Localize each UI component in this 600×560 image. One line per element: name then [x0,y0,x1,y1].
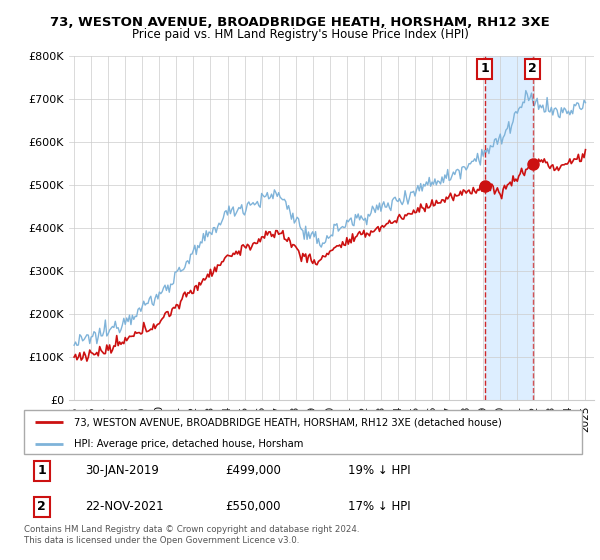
Text: Contains HM Land Registry data © Crown copyright and database right 2024.
This d: Contains HM Land Registry data © Crown c… [24,525,359,545]
Text: 2: 2 [37,500,46,513]
Text: 19% ↓ HPI: 19% ↓ HPI [347,464,410,477]
Text: 1: 1 [37,464,46,477]
Text: 2: 2 [528,62,537,76]
Text: £499,000: £499,000 [225,464,281,477]
Text: £550,000: £550,000 [225,500,280,513]
Text: 1: 1 [480,62,489,76]
Bar [485,56,533,400]
Text: 22-NOV-2021: 22-NOV-2021 [85,500,164,513]
Text: 73, WESTON AVENUE, BROADBRIDGE HEATH, HORSHAM, RH12 3XE: 73, WESTON AVENUE, BROADBRIDGE HEATH, HO… [50,16,550,29]
Text: 73, WESTON AVENUE, BROADBRIDGE HEATH, HORSHAM, RH12 3XE (detached house): 73, WESTON AVENUE, BROADBRIDGE HEATH, HO… [74,417,502,427]
Text: 17% ↓ HPI: 17% ↓ HPI [347,500,410,513]
FancyBboxPatch shape [24,410,582,454]
Text: 30-JAN-2019: 30-JAN-2019 [85,464,159,477]
Text: Price paid vs. HM Land Registry's House Price Index (HPI): Price paid vs. HM Land Registry's House … [131,28,469,41]
Text: HPI: Average price, detached house, Horsham: HPI: Average price, detached house, Hors… [74,439,304,449]
